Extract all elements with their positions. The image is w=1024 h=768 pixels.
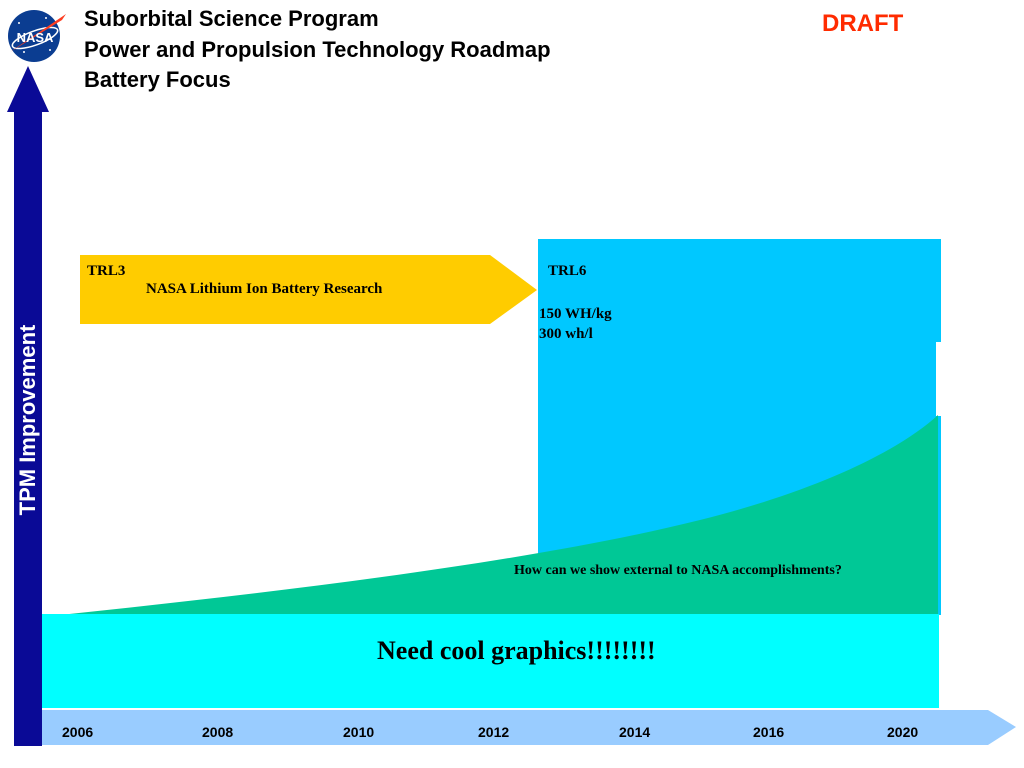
title-line-2: Power and Propulsion Technology Roadmap <box>84 37 551 62</box>
logo-text: NASA <box>17 30 54 45</box>
placeholder-band <box>42 614 939 708</box>
title-line-1: Suborbital Science Program <box>84 6 379 31</box>
timeline-year: 2010 <box>343 724 375 740</box>
timeline-year: 2008 <box>202 724 234 740</box>
timeline-year: 2020 <box>887 724 919 740</box>
growth-area <box>60 415 938 615</box>
timeline-year: 2016 <box>753 724 785 740</box>
target-trl-label: TRL6 <box>548 263 587 279</box>
placeholder-note: Need cool graphics!!!!!!!! <box>377 636 656 665</box>
timeline-year: 2006 <box>62 724 94 740</box>
growth-note: How can we show external to NASA accompl… <box>514 563 842 578</box>
research-label: NASA Lithium Ion Battery Research <box>146 281 383 297</box>
target-box-notch <box>936 342 942 416</box>
y-axis-label: TPM Improvement <box>15 324 40 516</box>
draft-label: DRAFT <box>822 10 904 37</box>
research-arrow <box>80 255 537 324</box>
timeline-arrow <box>42 710 1016 745</box>
timeline-year: 2014 <box>619 724 651 740</box>
title-line-3: Battery Focus <box>84 67 231 92</box>
nasa-logo-icon: NASA <box>8 10 66 62</box>
timeline-year: 2012 <box>478 724 510 740</box>
target-spec-energy: 150 WH/kg <box>539 306 612 322</box>
y-axis-arrow <box>7 66 49 746</box>
target-spec-volume: 300 wh/l <box>539 326 593 342</box>
research-trl-label: TRL3 <box>87 263 126 279</box>
